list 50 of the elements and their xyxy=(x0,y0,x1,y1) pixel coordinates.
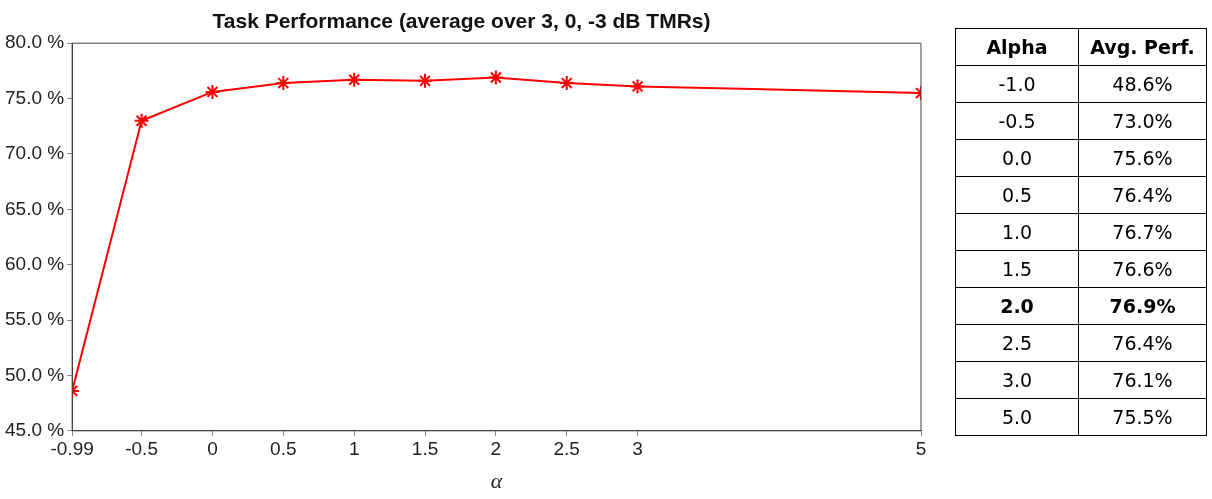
x-tick-label: -0.99 xyxy=(50,438,94,460)
point xyxy=(558,75,575,92)
text: Alpha xyxy=(955,28,1079,66)
y-tick-label: 75.0 % xyxy=(5,86,65,108)
text: 5.0 xyxy=(955,398,1079,436)
text: 76.6% xyxy=(1078,250,1207,288)
x-tick-label: 1.5 xyxy=(411,438,439,460)
text: 0.5 xyxy=(955,176,1079,214)
text: 1.0 xyxy=(955,213,1079,251)
text: 76.7% xyxy=(1078,213,1207,251)
text: 48.6% xyxy=(1078,65,1207,103)
y-tick-label: 50.0 % xyxy=(5,363,65,385)
y-tick-label: 65.0 % xyxy=(5,197,65,219)
text: -1.0 xyxy=(955,65,1079,103)
text: 1.5 xyxy=(955,250,1079,288)
text: 75.5% xyxy=(1078,398,1207,436)
chart-title: Task Performance (average over 3, 0, -3 dB TMRs) xyxy=(212,9,711,33)
point xyxy=(346,71,363,88)
point xyxy=(204,83,221,100)
y-tick-label: 60.0 % xyxy=(5,252,65,274)
x-tick-label: 3 xyxy=(632,438,643,460)
text: 0.0 xyxy=(955,139,1079,177)
point xyxy=(417,72,434,89)
x-tick-label: 0.5 xyxy=(270,438,297,460)
point xyxy=(487,69,504,86)
x-tick-label: 2.5 xyxy=(553,438,580,460)
text: Avg. Perf. xyxy=(1078,28,1207,66)
y-tick-label: 45.0 % xyxy=(5,419,65,441)
text: 76.9% xyxy=(1078,287,1207,325)
x-tick-label: 2 xyxy=(490,438,502,460)
text: -0.5 xyxy=(955,102,1079,140)
point xyxy=(133,112,150,129)
text: 76.4% xyxy=(1078,176,1207,214)
text: 73.0% xyxy=(1078,102,1207,140)
x-tick-label: 5 xyxy=(915,438,927,460)
text: 3.0 xyxy=(955,361,1079,399)
x-tick-label: 0 xyxy=(207,438,218,460)
x-tick-label: 1 xyxy=(348,438,360,460)
text: 76.1% xyxy=(1078,361,1207,399)
text: 2.0 xyxy=(955,287,1079,325)
x-tick-label: -0.5 xyxy=(125,438,158,460)
text: 2.5 xyxy=(955,324,1079,362)
y-tick-label: 70.0 % xyxy=(5,142,65,164)
y-tick-label: 55.0 % xyxy=(5,308,65,330)
point xyxy=(629,78,646,95)
text: 76.4% xyxy=(1078,324,1207,362)
x-axis-title: α xyxy=(490,467,503,493)
text: 75.6% xyxy=(1078,139,1207,177)
point xyxy=(275,75,292,92)
y-tick-label: 80.0 % xyxy=(5,31,65,53)
